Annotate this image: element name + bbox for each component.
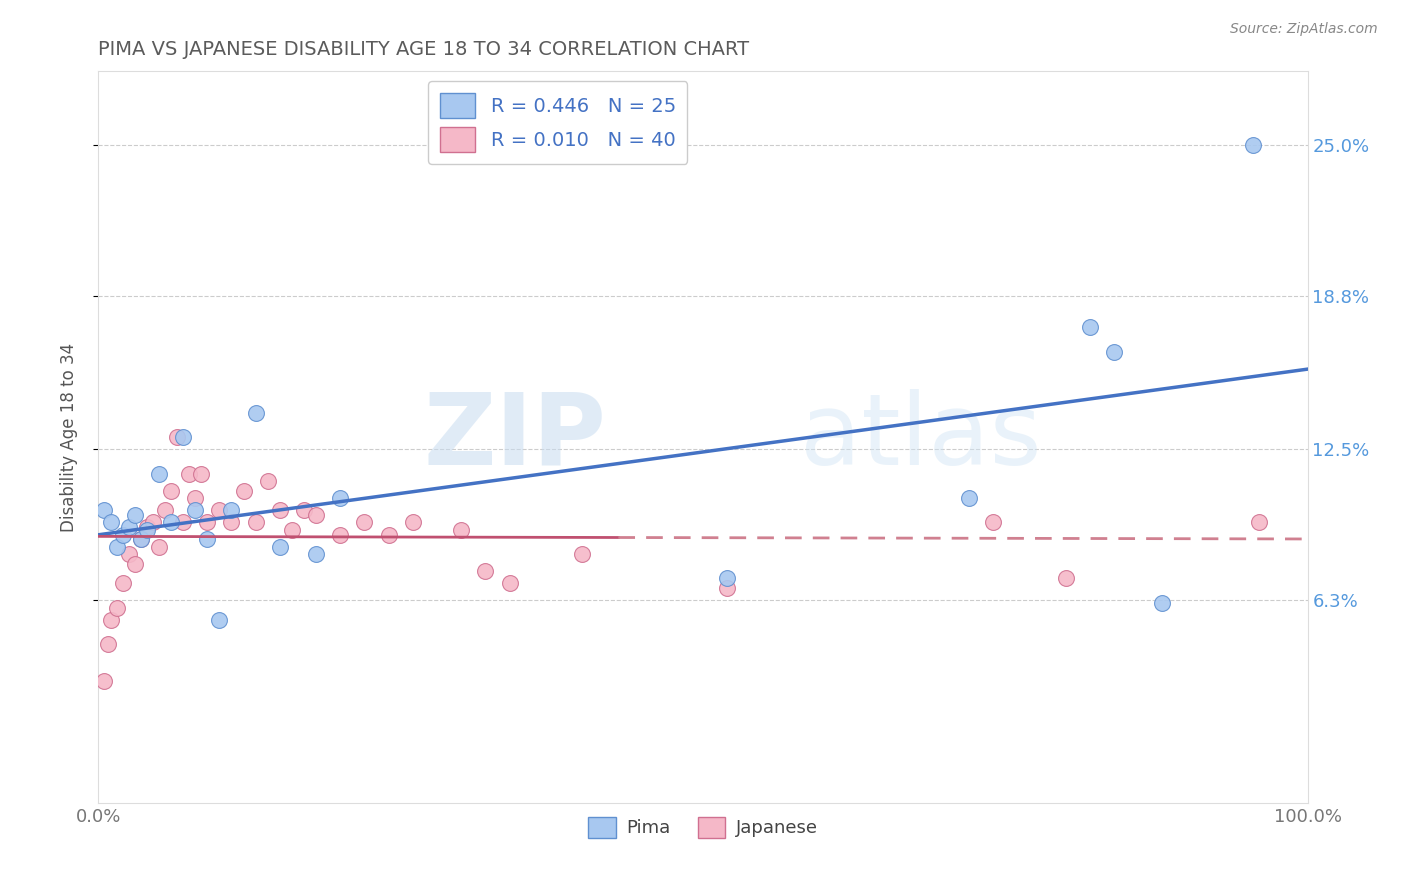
Point [135,523,157,537]
Point [1152,596,1174,610]
Point [105,600,128,615]
Point [245,406,267,420]
Point [1102,344,1125,359]
Text: atlas: atlas [800,389,1042,485]
Point [281,523,304,537]
Point [245,516,267,530]
Point [111,527,134,541]
Point [97,637,120,651]
Point [221,503,243,517]
Point [1054,572,1077,586]
Point [353,516,375,530]
Point [195,533,218,547]
Point [195,516,218,530]
Point [160,516,183,530]
Point [118,520,141,534]
Point [957,491,980,505]
Point [172,430,194,444]
Point [129,533,152,547]
Point [571,547,593,561]
Point [100,613,122,627]
Point [166,430,188,444]
Y-axis label: Disability Age 18 to 34: Disability Age 18 to 34 [59,343,77,532]
Point [329,527,352,541]
Point [305,508,328,522]
Point [153,503,176,517]
Point [474,564,496,578]
Point [232,483,254,498]
Point [716,572,738,586]
Text: ZIP: ZIP [423,389,606,485]
Point [179,467,201,481]
Point [292,503,315,517]
Point [93,673,115,688]
Point [269,540,291,554]
Point [1241,137,1264,152]
Point [142,516,165,530]
Point [329,491,352,505]
Point [716,581,738,595]
Point [498,576,520,591]
Point [148,540,170,554]
Point [184,503,207,517]
Point [93,503,115,517]
Point [124,557,146,571]
Point [105,540,128,554]
Text: Source: ZipAtlas.com: Source: ZipAtlas.com [1230,22,1378,37]
Point [256,474,278,488]
Point [1249,516,1271,530]
Point [981,516,1004,530]
Point [148,467,170,481]
Point [377,527,399,541]
Legend: Pima, Japanese: Pima, Japanese [581,810,825,845]
Point [118,547,141,561]
Point [221,516,243,530]
Point [1078,320,1101,334]
Point [124,508,146,522]
Point [111,576,134,591]
Point [305,547,328,561]
Point [184,491,207,505]
Point [450,523,472,537]
Point [129,533,152,547]
Point [172,516,194,530]
Point [135,520,157,534]
Point [269,503,291,517]
Text: PIMA VS JAPANESE DISABILITY AGE 18 TO 34 CORRELATION CHART: PIMA VS JAPANESE DISABILITY AGE 18 TO 34… [98,39,749,59]
Point [160,483,183,498]
Point [208,503,231,517]
Point [208,613,231,627]
Point [402,516,425,530]
Point [190,467,212,481]
Point [100,516,122,530]
